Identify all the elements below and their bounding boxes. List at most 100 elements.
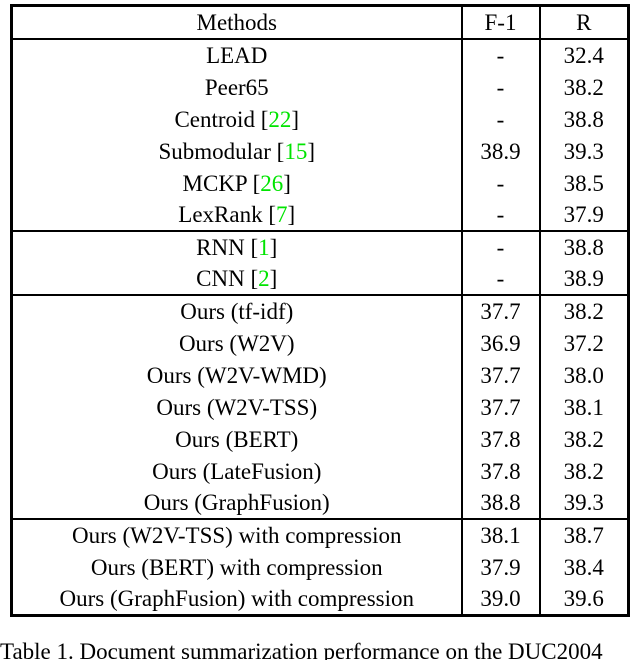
r-value-cell: 38.2 bbox=[538, 455, 629, 487]
method-cell: Ours (BERT) bbox=[12, 423, 462, 455]
method-cell: Ours (W2V-WMD) bbox=[12, 359, 462, 391]
method-label: LEAD bbox=[206, 43, 268, 68]
method-cell: Centroid [22] bbox=[12, 103, 462, 135]
table-group-3: Ours (tf-idf) 37.7 38.2 Ours (W2V) 36.9 37.2 O… bbox=[11, 295, 629, 519]
citation-link[interactable]: 15 bbox=[284, 138, 308, 164]
r-value-cell: 38.5 bbox=[538, 167, 629, 199]
table-row: LEAD -32.4 bbox=[12, 39, 629, 71]
r-value-cell: 38.7 bbox=[538, 519, 629, 551]
f1-value-cell: - bbox=[460, 231, 540, 263]
f1-value-cell: 36.9 bbox=[460, 327, 540, 359]
table-row: Ours (W2V-TSS) 37.7 38.1 bbox=[12, 391, 629, 423]
method-label: Ours (BERT) bbox=[175, 426, 299, 452]
table-row: Ours (GraphFusion) with compression 39.0 3… bbox=[12, 583, 629, 616]
method-cell: Ours (GraphFusion) with compression bbox=[12, 583, 462, 616]
f1-value-cell: 37.9 bbox=[460, 551, 540, 583]
citation-link[interactable]: 26 bbox=[260, 170, 284, 196]
r-value-cell: 38.9 bbox=[538, 263, 629, 295]
table-group-2: RNN [1] -38.8 CNN [2] -38.9 bbox=[11, 231, 629, 295]
method-label: Ours (GraphFusion) bbox=[143, 490, 330, 515]
f1-value-cell: 37.8 bbox=[460, 423, 540, 455]
method-label: Ours (W2V-TSS) with compression bbox=[72, 523, 402, 548]
citation-link[interactable]: 2 bbox=[258, 266, 270, 291]
method-cell: CNN [2] bbox=[12, 263, 462, 295]
method-label: Submodular [ bbox=[158, 138, 285, 164]
method-label: ] bbox=[269, 235, 278, 260]
method-label: Ours (tf-idf) bbox=[180, 299, 294, 324]
f1-value-cell: - bbox=[460, 263, 540, 295]
f1-value-cell: - bbox=[460, 167, 540, 199]
method-cell: Ours (W2V) bbox=[12, 327, 462, 359]
method-cell: Submodular [15] bbox=[12, 135, 462, 167]
r-value-cell: 38.2 bbox=[538, 423, 629, 455]
results-table: Methods F-1 R LEAD -32.4 Peer65-38.2 Centro… bbox=[10, 4, 630, 617]
method-cell: LEAD bbox=[12, 39, 462, 71]
r-value-cell: 39.3 bbox=[538, 487, 629, 519]
method-label: Peer65 bbox=[204, 74, 269, 100]
method-label: Ours (GraphFusion) with compression bbox=[59, 586, 415, 611]
table-row: LexRank [7] -37.9 bbox=[12, 199, 629, 231]
header-r: R bbox=[538, 5, 629, 39]
method-cell: Peer65 bbox=[12, 71, 462, 103]
f1-value-cell: - bbox=[460, 103, 540, 135]
method-label: LexRank [ bbox=[178, 202, 277, 227]
method-label: Ours (BERT) with compression bbox=[90, 554, 383, 580]
table-row: Ours (W2V) 36.9 37.2 bbox=[12, 327, 629, 359]
table-row: Ours (GraphFusion) 38.8 39.3 bbox=[12, 487, 629, 519]
table-header: Methods F-1 R bbox=[11, 5, 629, 39]
f1-value-cell: 37.7 bbox=[460, 295, 540, 327]
method-cell: MCKP [26] bbox=[12, 167, 462, 199]
f1-value-cell: 37.7 bbox=[460, 359, 540, 391]
r-value-cell: 38.2 bbox=[538, 295, 629, 327]
table-row: Peer65 -38.2 bbox=[12, 71, 629, 103]
table-row: Submodular [15] 38.9 39.3 bbox=[12, 135, 629, 167]
citation-link[interactable]: 1 bbox=[258, 235, 270, 260]
method-label: ] bbox=[269, 266, 278, 291]
method-cell: Ours (W2V-TSS) with compression bbox=[12, 519, 462, 551]
table-row: Centroid [22] -38.8 bbox=[12, 103, 629, 135]
method-cell: LexRank [7] bbox=[12, 199, 462, 231]
f1-value-cell: 37.8 bbox=[460, 455, 540, 487]
r-value-cell: 38.4 bbox=[538, 551, 629, 583]
citation-link[interactable]: 7 bbox=[276, 202, 288, 227]
r-value-cell: 37.9 bbox=[538, 199, 629, 231]
method-cell: Ours (W2V-TSS) bbox=[12, 391, 462, 423]
table-row: Ours (LateFusion) 37.8 38.2 bbox=[12, 455, 629, 487]
method-label: Ours (W2V) bbox=[178, 330, 295, 356]
method-label: Ours (LateFusion) bbox=[152, 458, 322, 484]
method-label: RNN [ bbox=[196, 235, 259, 260]
f1-value-cell: - bbox=[460, 71, 540, 103]
r-value-cell: 38.8 bbox=[538, 103, 629, 135]
header-f1: F-1 bbox=[460, 5, 540, 39]
method-cell: RNN [1] bbox=[12, 231, 462, 263]
f1-value-cell: 37.7 bbox=[460, 391, 540, 423]
header-row: Methods F-1 R bbox=[11, 5, 629, 39]
method-label: ] bbox=[307, 138, 316, 164]
table-row: Ours (BERT) with compression 37.9 38.4 bbox=[12, 551, 629, 583]
citation-link[interactable]: 22 bbox=[268, 106, 292, 132]
r-value-cell: 32.4 bbox=[538, 39, 629, 71]
method-label: ] bbox=[283, 170, 291, 196]
f1-value-cell: 38.1 bbox=[460, 519, 540, 551]
r-value-cell: 38.8 bbox=[538, 231, 629, 263]
method-cell: Ours (BERT) with compression bbox=[12, 551, 462, 583]
f1-value-cell: 38.8 bbox=[460, 487, 540, 519]
f1-value-cell: 39.0 bbox=[460, 583, 540, 616]
method-cell: Ours (LateFusion) bbox=[12, 455, 462, 487]
table-row: Ours (tf-idf) 37.7 38.2 bbox=[12, 295, 629, 327]
table-row: Ours (W2V-TSS) with compression 38.1 38.7 bbox=[12, 519, 629, 551]
method-label: ] bbox=[291, 106, 300, 132]
method-label: Centroid [ bbox=[174, 106, 269, 132]
r-value-cell: 39.6 bbox=[538, 583, 629, 616]
method-label: Ours (W2V-WMD) bbox=[146, 362, 327, 388]
table-row: Ours (BERT) 37.8 38.2 bbox=[12, 423, 629, 455]
f1-value-cell: - bbox=[460, 199, 540, 231]
r-value-cell: 38.1 bbox=[538, 391, 629, 423]
method-label: CNN [ bbox=[196, 266, 259, 291]
f1-value-cell: - bbox=[460, 39, 540, 71]
table-row: CNN [2] -38.9 bbox=[12, 263, 629, 295]
table-caption: Table 1. Document summarization performa… bbox=[0, 639, 603, 660]
header-methods: Methods bbox=[196, 10, 278, 35]
table-group-1: LEAD -32.4 Peer65-38.2 Centroid [22] -38.8 Su… bbox=[11, 39, 629, 231]
